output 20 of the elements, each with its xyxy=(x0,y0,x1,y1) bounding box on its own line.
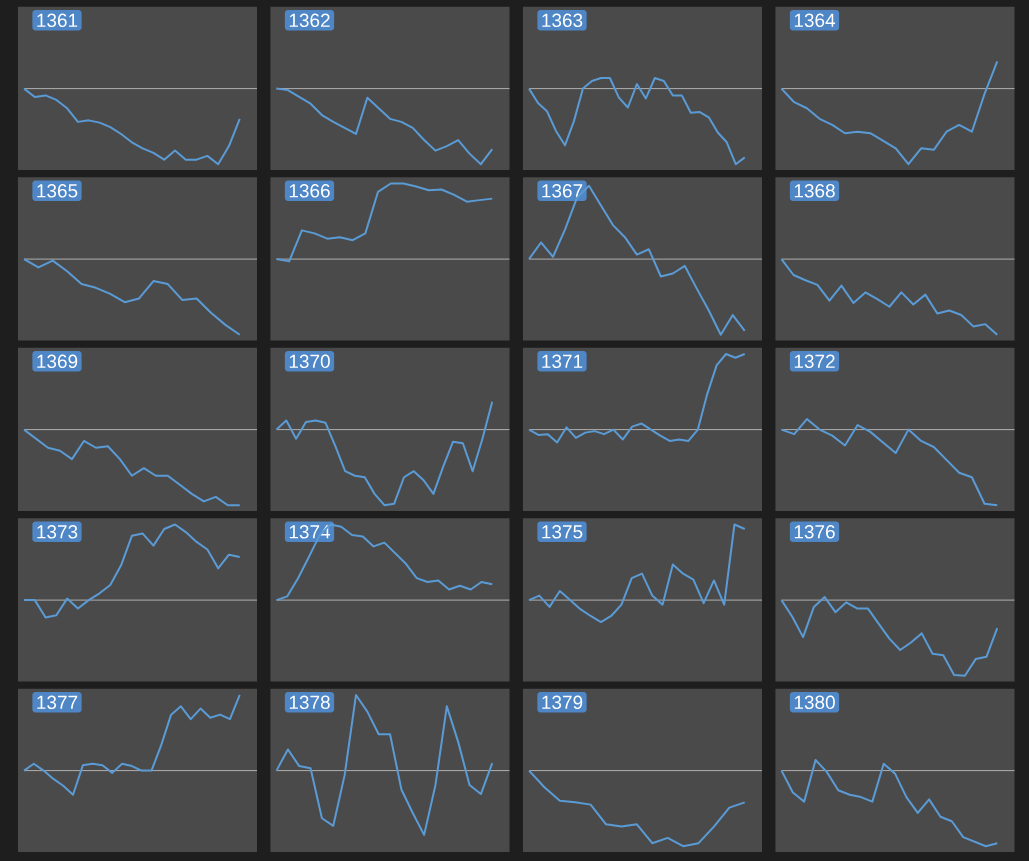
chart-title: 1367 xyxy=(542,184,583,198)
chart-title: 1371 xyxy=(542,354,583,369)
chart-title: 1380 xyxy=(794,695,835,710)
chart-title: 1362 xyxy=(289,13,330,28)
chart-title: 1364 xyxy=(794,13,836,28)
chart-title: 1378 xyxy=(289,695,330,710)
chart-title: 1370 xyxy=(289,354,330,369)
chart-title: 1368 xyxy=(794,184,835,198)
chart-title: 1375 xyxy=(542,525,583,539)
chart-title: 1365 xyxy=(37,184,78,198)
chart-title: 1377 xyxy=(37,695,78,710)
chart-title: 1363 xyxy=(542,13,583,28)
chart-title: 1369 xyxy=(37,354,78,369)
chart-title: 1372 xyxy=(794,354,835,369)
chart-title: 1366 xyxy=(289,184,330,198)
chart-title: 1373 xyxy=(37,525,78,539)
chart-title: 1376 xyxy=(794,525,835,539)
chart-title: 1361 xyxy=(37,13,78,28)
chart-title: 1379 xyxy=(542,695,583,710)
chart-title: 1374 xyxy=(289,525,331,539)
